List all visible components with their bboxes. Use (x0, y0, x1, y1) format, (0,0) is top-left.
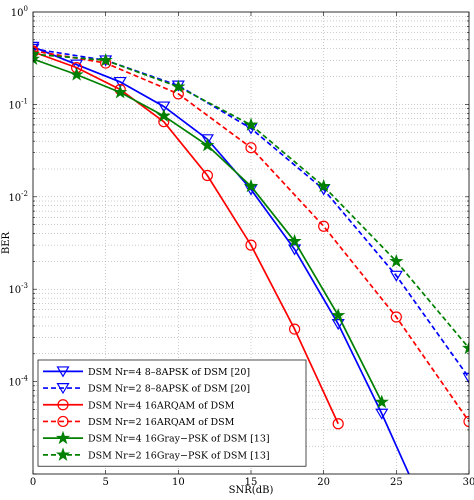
data-point (245, 239, 257, 251)
x-tick-label: 30 (463, 477, 474, 488)
data-point (463, 415, 469, 428)
legend: DSM Nr=4 8–8APSK of DSM [20] DSM Nr=2 8–8… (37, 359, 307, 467)
data-point (98, 52, 113, 67)
legend-entry: DSM Nr=2 16ARQAM of DSM (43, 415, 235, 428)
data-point (318, 220, 330, 232)
series-layer (33, 41, 469, 474)
series-4 (33, 51, 389, 409)
x-tick-label: 15 (245, 477, 258, 488)
legend-label: DSM Nr=2 16Gray−PSK of DSM [13] (88, 450, 270, 461)
y-tick-label: 100 (11, 5, 28, 19)
data-point (287, 233, 302, 248)
legend-marker (57, 415, 69, 428)
data-point (374, 394, 389, 409)
x-tick-label: 25 (390, 477, 403, 488)
legend-marker (55, 447, 71, 461)
data-point (375, 408, 389, 420)
series-clip-group (33, 41, 469, 474)
x-tick-label: 10 (172, 477, 185, 488)
y-tick-label: 10-3 (8, 282, 28, 296)
data-point (33, 43, 40, 55)
y-tick-label: 10-2 (8, 190, 28, 204)
data-point (200, 137, 215, 152)
x-tick-label: 5 (102, 477, 108, 488)
data-point (243, 117, 259, 131)
legend-label: DSM Nr=4 8–8APSK of DSM [20] (88, 367, 250, 378)
data-point (245, 142, 257, 154)
legend-label: DSM Nr=2 16ARQAM of DSM (88, 417, 235, 428)
x-tick-label: 0 (30, 477, 36, 488)
data-point (200, 134, 214, 146)
legend-label: DSM Nr=2 8–8APSK of DSM [20] (88, 384, 250, 395)
series-line (33, 46, 410, 474)
data-point (171, 79, 186, 93)
data-point (462, 372, 469, 384)
data-point (289, 323, 301, 335)
data-point (70, 59, 84, 71)
data-point (390, 311, 402, 323)
legend-label: DSM Nr=4 16Gray−PSK of DSM [13] (88, 434, 270, 445)
data-point (331, 319, 345, 331)
x-axis-label: SNR(dB) (229, 485, 274, 496)
grid-layer (33, 12, 469, 474)
data-point (113, 84, 128, 99)
legend-marker (57, 399, 69, 411)
tick-layer: 0 5 10 15 20 25 30 100 10-1 10-2 10-3 10-4 (8, 5, 474, 488)
x-tick-label: 20 (317, 477, 330, 488)
data-point (461, 340, 469, 355)
series-line (33, 58, 383, 403)
series-line (33, 51, 339, 425)
data-point (389, 270, 403, 282)
data-point (389, 253, 404, 268)
data-point (69, 67, 84, 81)
data-point (331, 308, 346, 322)
data-point (113, 76, 127, 89)
legend-entry: DSM Nr=4 8–8APSK of DSM [20] (43, 366, 250, 378)
data-point (332, 418, 344, 430)
data-point (157, 101, 171, 113)
legend-entry: DSM Nr=4 16Gray−PSK of DSM [13] (43, 430, 270, 445)
legend-marker (55, 430, 71, 445)
legend-box (37, 359, 307, 467)
y-axis-label: BER (1, 231, 12, 254)
legend-label: DSM Nr=4 16ARQAM of DSM (88, 400, 235, 411)
legend-marker (56, 383, 70, 395)
data-point (33, 45, 39, 57)
data-point (288, 244, 302, 256)
data-point (316, 178, 331, 193)
data-point (201, 169, 213, 182)
series-5 (33, 46, 469, 355)
legend-entry: DSM Nr=4 16ARQAM of DSM (43, 399, 235, 411)
y-tick-label: 10-1 (8, 97, 28, 111)
y-tick-label: 10-4 (8, 375, 28, 389)
data-point (156, 108, 171, 122)
legend-marker (56, 366, 70, 378)
legend-entry: DSM Nr=2 8–8APSK of DSM [20] (43, 383, 250, 395)
data-point (243, 178, 259, 193)
legend-entry: DSM Nr=2 16Gray−PSK of DSM [13] (43, 447, 270, 461)
data-point (33, 46, 41, 61)
